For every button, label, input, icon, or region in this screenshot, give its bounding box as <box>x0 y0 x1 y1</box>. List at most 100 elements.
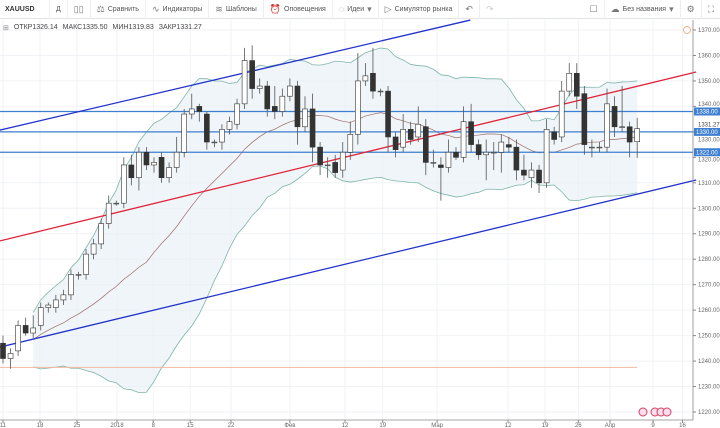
indicators-button[interactable]: ∿ Индикаторы <box>146 0 210 19</box>
last-price-badge <box>694 120 720 128</box>
compare-button[interactable]: ⚖ Сравнить <box>91 0 146 19</box>
candle-body <box>271 106 278 112</box>
candle <box>173 136 180 173</box>
candle-body <box>249 60 255 89</box>
candle <box>241 47 248 109</box>
candle <box>279 88 286 117</box>
save-layout-button[interactable]: ☁ Без названия ▾ <box>605 0 681 19</box>
gear-icon: ⚙ <box>686 3 695 14</box>
candle <box>128 154 135 186</box>
candle-body <box>430 162 437 164</box>
replay-button[interactable]: ▷ Симулятор рынка <box>379 0 460 19</box>
candle <box>324 157 331 178</box>
candle-body <box>264 85 271 110</box>
redo-icon: ↷ <box>485 3 494 14</box>
candle <box>121 157 127 209</box>
candle <box>566 63 573 97</box>
chart-style-button[interactable]: ▯▯ <box>68 0 91 19</box>
candle-body <box>317 146 323 166</box>
candle-body <box>475 144 482 156</box>
time-tick-label: 9 <box>651 423 655 428</box>
candle <box>596 142 603 153</box>
candle <box>573 63 580 109</box>
alerts-button[interactable]: ⏰ Оповещения <box>264 0 333 19</box>
layout-button[interactable]: ☐ <box>584 0 605 19</box>
candle-body <box>7 353 14 359</box>
undo-icon: ↶ <box>465 3 473 14</box>
settings-button[interactable]: ⚙ <box>681 0 702 19</box>
time-tick-label: 8 <box>152 423 156 428</box>
templates-button[interactable]: ≋ Шаблоны <box>209 0 264 19</box>
candle <box>151 157 157 173</box>
candle <box>234 98 240 130</box>
candle-body <box>453 151 459 158</box>
candle <box>407 121 414 145</box>
candle-body <box>204 113 210 143</box>
candle-body <box>355 80 361 135</box>
candle-body <box>113 202 120 205</box>
interval-button[interactable]: Д <box>50 0 68 19</box>
candle-body <box>551 131 557 140</box>
candle-body <box>158 157 165 179</box>
candle-body <box>513 146 520 171</box>
level-price-badge <box>694 107 720 116</box>
candle <box>385 86 391 153</box>
candle <box>105 195 112 229</box>
candle <box>377 88 384 97</box>
candle <box>7 348 14 369</box>
candle-body <box>68 274 74 296</box>
candle <box>53 294 59 313</box>
last-price-label: 1331.27 <box>698 122 720 128</box>
price-tick-label: 1360.00 <box>698 53 720 59</box>
time-tick-label: 2018 <box>110 423 124 428</box>
price-tick-label: 1260.00 <box>698 308 720 314</box>
legend-toggle-icon[interactable]: ⊞ <box>3 25 9 32</box>
candle-body <box>339 151 346 171</box>
candle-body <box>279 95 286 112</box>
candle-body <box>302 108 308 128</box>
candle-body <box>332 162 339 173</box>
candle <box>536 164 542 193</box>
ohlc-legend: ⊞ ОТКР1326.14 МАКС1335.50 МИН1319.83 ЗАК… <box>3 24 202 32</box>
candle <box>498 134 505 173</box>
time-tick-label: 15 <box>187 423 194 428</box>
legend-high: МАКС1335.50 <box>62 24 108 31</box>
chevron-down-icon: ▾ <box>669 3 674 14</box>
redo-button[interactable]: ↷ <box>480 0 500 19</box>
candle <box>453 147 459 160</box>
fullscreen-icon: ⛶ <box>707 3 714 14</box>
time-tick-label: 18 <box>37 423 44 428</box>
candle <box>339 142 346 178</box>
candle-body <box>241 60 248 105</box>
price-tick-label: 1240.00 <box>698 359 720 365</box>
candle-body <box>173 151 180 168</box>
candle <box>294 80 301 145</box>
price-tick-label: 1310.00 <box>698 181 720 187</box>
candle <box>400 114 406 153</box>
price-tick-label: 1280.00 <box>698 257 720 263</box>
candle <box>166 162 172 183</box>
candle-body <box>392 136 399 150</box>
candle <box>347 121 354 160</box>
candle-body <box>37 307 44 326</box>
candle <box>513 139 520 181</box>
candle <box>204 111 210 150</box>
undo-button[interactable]: ↶ <box>459 0 480 19</box>
chevron-down-icon: ▾ <box>367 3 372 14</box>
templates-icon: ≋ <box>215 3 223 14</box>
candle-body <box>324 164 331 167</box>
square-icon: ☐ <box>589 3 598 14</box>
fullscreen-button[interactable]: ⛶ <box>702 0 720 19</box>
ideas-button[interactable]: ◌ Идеи ▾ <box>333 0 379 19</box>
candle-body <box>143 151 150 166</box>
candle <box>581 86 588 155</box>
symbol-search-button[interactable]: XAUUSD <box>0 0 50 19</box>
candle <box>317 142 323 176</box>
candle-body <box>400 129 406 148</box>
candle-body <box>362 75 369 82</box>
candle-body <box>498 141 505 153</box>
trend-line <box>0 179 697 348</box>
candle-body <box>347 134 354 153</box>
candle <box>332 154 339 178</box>
